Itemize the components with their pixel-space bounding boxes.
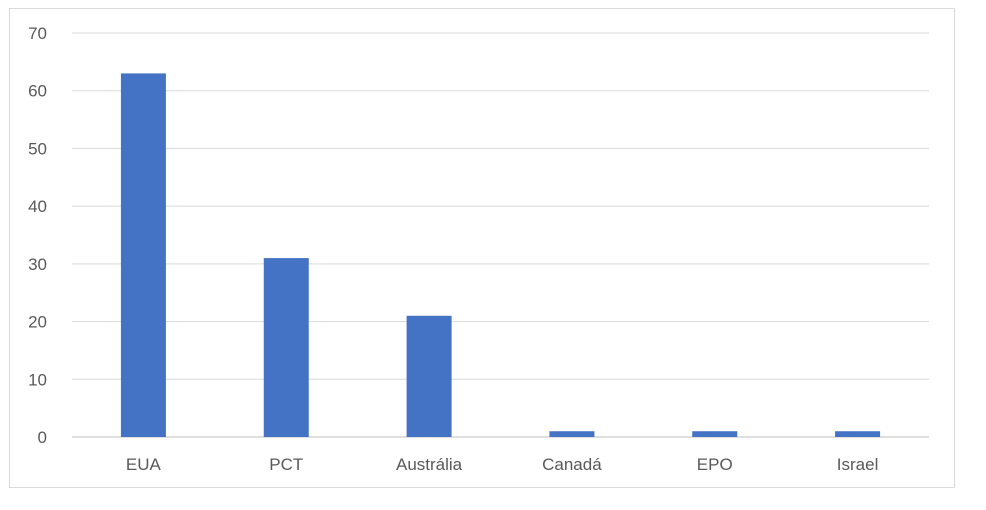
x-tick-label: EUA xyxy=(126,455,162,474)
y-tick-label: 20 xyxy=(28,313,47,332)
x-tick-label: Canadá xyxy=(542,455,602,474)
bar-epo xyxy=(692,431,738,437)
chart-frame xyxy=(9,8,955,488)
y-tick-label: 0 xyxy=(38,428,47,447)
y-tick-label: 50 xyxy=(28,139,47,158)
x-tick-label: Israel xyxy=(837,455,879,474)
y-tick-label: 40 xyxy=(28,197,47,216)
y-tick-label: 30 xyxy=(28,255,47,274)
bar-pct xyxy=(263,258,309,437)
y-tick-label: 60 xyxy=(28,82,47,101)
gridlines xyxy=(72,32,929,438)
x-tick-label: EPO xyxy=(697,455,733,474)
y-tick-label: 10 xyxy=(28,370,47,389)
x-tick-label: PCT xyxy=(269,455,303,474)
bars xyxy=(120,73,881,438)
bar-israel xyxy=(835,431,881,437)
bar-austrália xyxy=(406,315,452,437)
bar-canadá xyxy=(549,431,595,437)
x-axis-tick-labels: EUA PCT Austrália Canadá EPO Israel xyxy=(126,455,878,474)
y-axis-tick-labels: 0 10 20 30 40 50 60 70 xyxy=(28,24,47,447)
x-tick-label: Austrália xyxy=(396,455,463,474)
bar-eua xyxy=(120,73,166,438)
y-tick-label: 70 xyxy=(28,24,47,43)
